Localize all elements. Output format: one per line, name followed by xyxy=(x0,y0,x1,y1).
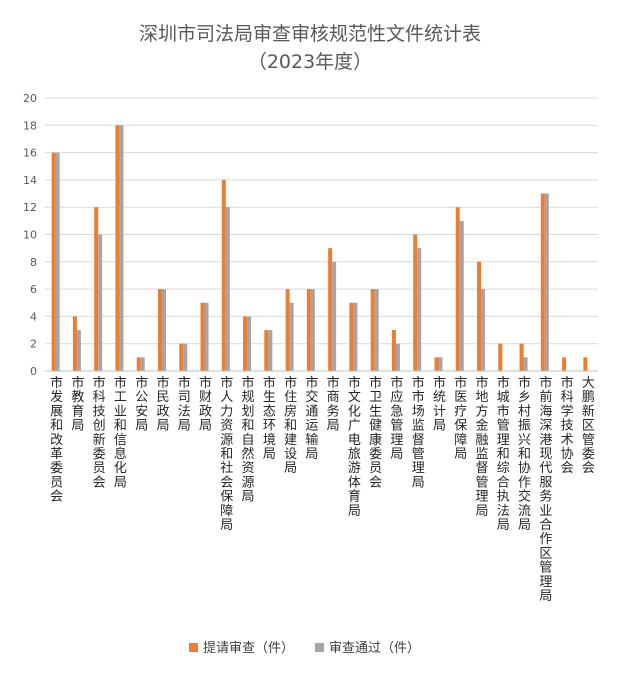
y-tick-label: 18 xyxy=(23,119,37,132)
bar-approved-18 xyxy=(438,357,443,371)
bar-approved-10 xyxy=(268,330,273,371)
chart-title: 深圳市司法局审查审核规范性文件统计表 xyxy=(139,23,481,45)
x-category-label: 市财政局 xyxy=(199,375,212,434)
bar-submitted-20 xyxy=(477,261,482,371)
bar-approved-1 xyxy=(76,330,81,371)
x-category-label: 市教育局 xyxy=(71,375,84,434)
bar-submitted-21 xyxy=(498,343,503,371)
y-tick-label: 6 xyxy=(30,283,37,296)
y-axis: 0 2 4 6 8 10 12 14 16 18 20 xyxy=(23,92,37,378)
x-category-label: 市卫生健康委员会 xyxy=(369,375,382,490)
bar-submitted-14 xyxy=(349,302,354,371)
x-category-label: 市人力资源和社会保障局 xyxy=(220,375,233,533)
y-tick-label: 2 xyxy=(30,338,37,351)
bar-submitted-25 xyxy=(583,357,588,371)
bar-approved-23 xyxy=(544,193,549,371)
y-tick-label: 8 xyxy=(30,256,37,269)
bar-approved-14 xyxy=(353,302,358,371)
bar-submitted-10 xyxy=(264,330,269,371)
bar-submitted-15 xyxy=(370,289,375,371)
x-axis: 市发展和改革委员会市教育局市科技创新委员会市工业和信息化局市公安局市民政局市司法… xyxy=(45,370,598,604)
chart-subtitle: （2023年度） xyxy=(248,51,372,73)
bar-submitted-7 xyxy=(200,302,205,371)
x-category-label: 大鹏新区管委会 xyxy=(582,376,595,476)
x-category-label: 市规划和自然资源局 xyxy=(242,375,255,505)
bar-submitted-12 xyxy=(306,289,311,371)
bar-approved-2 xyxy=(98,234,103,371)
bar-approved-16 xyxy=(395,343,400,371)
bar-submitted-16 xyxy=(391,330,396,371)
legend-label-submitted: 提请审查（件） xyxy=(203,640,294,656)
x-category-label: 市司法局 xyxy=(178,375,191,434)
bar-submitted-0 xyxy=(51,152,56,371)
bar-submitted-8 xyxy=(221,179,226,371)
x-category-label: 市科学技术协会 xyxy=(561,375,574,476)
bar-approved-4 xyxy=(140,357,145,371)
gridlines xyxy=(45,97,598,372)
bar-approved-20 xyxy=(481,289,486,371)
bar-submitted-23 xyxy=(540,193,545,371)
legend-swatch-approved xyxy=(315,643,324,652)
y-tick-label: 16 xyxy=(23,147,37,160)
x-category-label: 市应急管理局 xyxy=(390,375,403,462)
y-tick-label: 4 xyxy=(30,310,37,323)
bar-submitted-2 xyxy=(94,207,99,371)
bar-submitted-22 xyxy=(519,343,524,371)
bar-approved-6 xyxy=(183,343,188,371)
x-category-label: 市文化广电旅游体育局 xyxy=(348,375,361,519)
bar-submitted-18 xyxy=(434,357,439,371)
x-category-label: 市商务局 xyxy=(327,375,340,434)
y-tick-label: 20 xyxy=(23,92,37,105)
x-category-label: 市公安局 xyxy=(135,375,148,434)
x-category-label: 市交通运输局 xyxy=(305,375,318,462)
bar-approved-15 xyxy=(374,289,379,371)
bar-approved-5 xyxy=(161,289,166,371)
x-category-label: 市统计局 xyxy=(433,375,446,434)
bar-approved-22 xyxy=(523,357,528,371)
y-tick-label: 12 xyxy=(23,201,37,214)
bar-approved-3 xyxy=(119,125,124,371)
bar-submitted-4 xyxy=(136,357,141,371)
bar-submitted-5 xyxy=(157,289,162,371)
bars xyxy=(51,125,588,371)
bar-approved-11 xyxy=(289,302,294,371)
bar-approved-12 xyxy=(310,289,315,371)
legend: 提请审查（件） 审查通过（件） xyxy=(189,640,420,656)
bar-approved-8 xyxy=(225,207,230,371)
x-category-label: 市城市管理和综合执法局 xyxy=(497,375,510,533)
bar-submitted-17 xyxy=(413,234,418,371)
bar-approved-19 xyxy=(459,220,464,371)
bar-submitted-13 xyxy=(328,248,333,371)
x-category-label: 市民政局 xyxy=(156,375,169,434)
bar-submitted-3 xyxy=(115,125,120,371)
legend-swatch-submitted xyxy=(189,643,198,652)
legend-label-approved: 审查通过（件） xyxy=(329,641,420,656)
y-tick-label: 14 xyxy=(23,174,37,187)
x-category-label: 市生态环境局 xyxy=(263,375,276,462)
bar-approved-13 xyxy=(332,261,337,371)
y-tick-label: 0 xyxy=(30,365,37,378)
bar-approved-7 xyxy=(204,302,209,371)
bar-submitted-19 xyxy=(455,207,460,371)
x-category-label: 市科技创新委员会 xyxy=(93,375,106,490)
bar-submitted-6 xyxy=(179,343,184,371)
bar-submitted-11 xyxy=(285,289,290,371)
bar-submitted-1 xyxy=(72,316,77,371)
x-category-label: 市医疗保障局 xyxy=(454,375,467,462)
y-tick-label: 10 xyxy=(23,229,37,242)
x-category-label: 市地方金融监督管理局 xyxy=(476,375,489,519)
bar-approved-0 xyxy=(55,152,60,371)
x-category-label: 市工业和信息化局 xyxy=(114,375,127,490)
x-category-label: 市市场监督管理局 xyxy=(412,375,425,490)
bar-submitted-9 xyxy=(243,316,248,371)
x-category-label: 市住房和建设局 xyxy=(284,375,297,476)
bar-approved-17 xyxy=(417,248,422,371)
x-category-label: 市前海深港现代服务业合作区管理局 xyxy=(539,375,552,604)
bar-submitted-24 xyxy=(562,357,567,371)
x-category-label: 市乡村振兴和协作交流局 xyxy=(518,375,531,533)
bar-approved-9 xyxy=(247,316,252,371)
x-category-label: 市发展和改革委员会 xyxy=(50,375,63,505)
